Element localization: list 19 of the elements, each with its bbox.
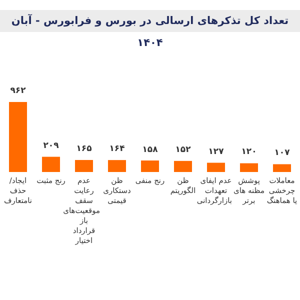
bar: [273, 164, 291, 172]
data-label: ۱۵۲: [174, 144, 192, 155]
data-label: ۲۰۹: [42, 140, 60, 151]
bar: [42, 156, 60, 172]
data-label: ۱۵۸: [141, 144, 159, 154]
bar: [207, 162, 225, 172]
bar: [141, 160, 159, 172]
bar: [75, 160, 93, 172]
bar: [9, 102, 27, 172]
data-label: ۹۶۲: [9, 86, 27, 96]
data-label: ۱۶۴: [108, 144, 126, 154]
data-label: ۱۲۷: [207, 146, 225, 157]
data-label: ۱۶۵: [75, 144, 93, 154]
chart-title: تعداد کل تذکرهای ارسالی در بورس و فرابورس - آبان ۱۴۰۴: [10, 13, 290, 49]
bar: [240, 163, 258, 172]
data-label: ۱۲۰: [240, 147, 258, 158]
bar: [108, 160, 126, 172]
bar: [174, 160, 192, 172]
data-label: ۱۰۷: [273, 148, 291, 158]
